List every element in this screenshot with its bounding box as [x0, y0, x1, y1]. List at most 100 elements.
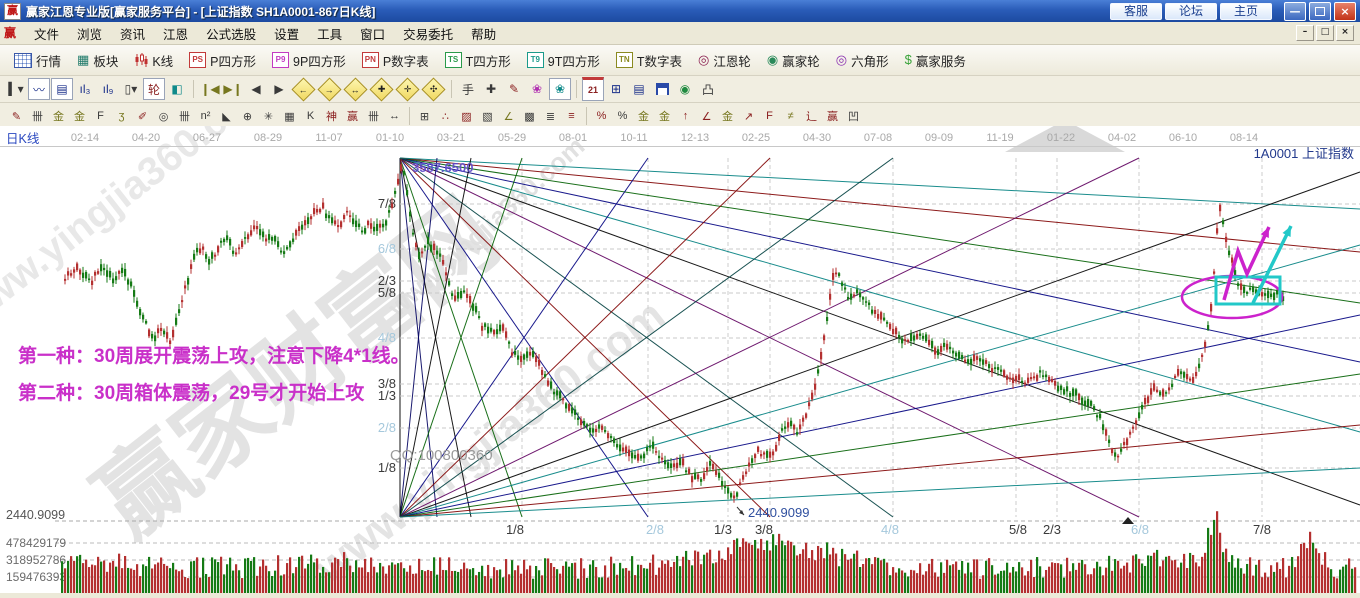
calculator-icon[interactable]: ⊞	[610, 82, 622, 96]
draw-tool-37-icon[interactable]: F	[766, 110, 773, 122]
pen-tool-icon[interactable]: ✎	[508, 82, 520, 96]
prev-icon[interactable]: ◀	[251, 82, 261, 96]
draw-tool-18-icon[interactable]: ↔	[389, 110, 400, 122]
customer-service-button[interactable]: 客服	[1110, 2, 1162, 20]
restore-button[interactable]	[1309, 1, 1331, 21]
close-button[interactable]: ×	[1334, 1, 1356, 21]
draw-tool-34-icon[interactable]: ∠	[701, 110, 712, 123]
menu-item-9[interactable]: 帮助	[471, 27, 497, 42]
toolbar-gann-wheel-button[interactable]: ◎ 江恩轮	[690, 47, 759, 74]
draw-tool-7-icon[interactable]: ◎	[158, 110, 169, 123]
draw-tool-33-icon[interactable]: ↑	[682, 110, 689, 122]
draw-tool-38-icon[interactable]: ≠	[787, 110, 794, 122]
draw-tool-27-icon[interactable]: ≡	[568, 110, 575, 122]
toolbar-blocks-button[interactable]: ▦ 板块	[69, 47, 126, 74]
menu-item-8[interactable]: 交易委托	[403, 27, 454, 42]
menu-item-3[interactable]: 江恩	[163, 27, 189, 42]
homepage-button[interactable]: 主页	[1220, 2, 1272, 20]
draw-tool-21-icon[interactable]: ∴	[442, 110, 449, 123]
expand-all-icon[interactable]: ✛	[395, 76, 420, 102]
first-page-icon[interactable]: ❙◀	[200, 82, 220, 96]
calendar-icon[interactable]: 21	[582, 77, 604, 101]
toolbar-p-square-button[interactable]: PS P四方形	[181, 47, 264, 74]
pattern-match-icon[interactable]: 〰	[28, 78, 50, 100]
menu-item-7[interactable]: 窗口	[360, 27, 386, 42]
draw-tool-35-icon[interactable]: 金	[722, 111, 733, 123]
min9-bars-icon[interactable]: ıl₉	[102, 82, 114, 96]
draw-tool-31-icon[interactable]: 金	[638, 111, 649, 123]
draw-tool-25-icon[interactable]: ▩	[524, 110, 535, 123]
draw-tool-10-icon[interactable]: ◣	[222, 110, 231, 123]
draw-tool-39-icon[interactable]: 辶	[806, 111, 817, 123]
draw-tool-4-icon[interactable]: F	[97, 110, 104, 122]
hand-tool-icon[interactable]: 手	[461, 82, 474, 97]
move-all-icon[interactable]: ✣	[421, 76, 446, 102]
toolbar-quote-grid-button[interactable]: 行情	[6, 47, 69, 74]
forum-button[interactable]: 论坛	[1165, 2, 1217, 20]
draw-tool-32-icon[interactable]: 金	[659, 111, 670, 123]
color-chart-icon[interactable]: ◧	[171, 82, 183, 96]
compress-icon[interactable]: ✚	[369, 76, 394, 102]
crosshair-icon[interactable]: ✚	[485, 82, 497, 96]
draw-tool-29-icon[interactable]: %	[596, 110, 607, 122]
draw-tool-17-icon[interactable]: 卌	[368, 111, 379, 123]
draw-tool-6-icon[interactable]: ✐	[137, 110, 148, 123]
draw-tool-11-icon[interactable]: ⊕	[242, 110, 253, 123]
kline-style-combo-icon[interactable]: ▍▾	[8, 82, 24, 96]
last-page-icon[interactable]: ▶❙	[223, 82, 243, 96]
draw-tool-5-icon[interactable]: ʒ	[118, 110, 125, 122]
toolbar-kline-button[interactable]: K线	[126, 47, 181, 74]
child-minimize-button[interactable]: –	[1296, 25, 1314, 41]
draw-tool-2-icon[interactable]: 金	[53, 111, 64, 123]
network-icon[interactable]: ◉	[679, 82, 691, 96]
draw-tool-1-icon[interactable]: 卌	[32, 111, 43, 123]
wheel-tool-icon[interactable]: 轮	[143, 78, 165, 100]
draw-tool-36-icon[interactable]: ↗	[743, 110, 754, 123]
draw-tool-3-icon[interactable]: 金	[74, 111, 85, 123]
candle-combo-icon[interactable]: ▯▾	[124, 82, 138, 96]
flower-tool-icon[interactable]: ❀	[531, 82, 543, 96]
menu-item-6[interactable]: 工具	[317, 27, 343, 42]
draw-tool-26-icon[interactable]: ≣	[545, 110, 556, 123]
save-icon[interactable]	[651, 78, 673, 100]
child-restore-button[interactable]: □	[1316, 25, 1334, 41]
draw-tool-13-icon[interactable]: ▦	[284, 110, 295, 123]
draw-tool-15-icon[interactable]: 神	[326, 111, 337, 123]
draw-tool-41-icon[interactable]: 凹	[848, 111, 859, 123]
toolbar-winner-wheel-button[interactable]: ◉ 赢家轮	[759, 47, 828, 74]
pan-left-icon[interactable]: ←	[291, 76, 316, 102]
min3-bars-icon[interactable]: ıl₃	[79, 82, 91, 96]
toolbar-t-square-button[interactable]: TS T四方形	[437, 47, 519, 74]
pan-right-icon[interactable]: →	[317, 76, 342, 102]
toolbar-hexagon-button[interactable]: ◎ 六角形	[828, 47, 897, 74]
child-close-button[interactable]: ×	[1336, 25, 1354, 41]
expand-h-icon[interactable]: ↔	[343, 76, 368, 102]
draw-tool-22-icon[interactable]: ▨	[461, 110, 472, 123]
menu-item-0[interactable]: 文件	[34, 27, 60, 42]
notes-icon[interactable]: ▤	[633, 82, 645, 96]
draw-tool-9-icon[interactable]: n²	[200, 110, 211, 122]
main-chart-canvas[interactable]: 赢家财富网www.yingjia360.comwww.yingjia360.co…	[0, 62, 1360, 593]
draw-tool-14-icon[interactable]: K	[306, 110, 315, 122]
minimize-button[interactable]: —	[1284, 1, 1306, 21]
toolbar-t-number-button[interactable]: TN T数字表	[608, 47, 690, 74]
flower-box-icon[interactable]: ❀	[549, 78, 571, 100]
draw-tool-20-icon[interactable]: ⊞	[419, 110, 430, 123]
toolbar-p-number-button[interactable]: PN P数字表	[354, 47, 437, 74]
draw-tool-0-icon[interactable]: ✎	[11, 110, 22, 123]
draw-tool-40-icon[interactable]: 赢	[827, 111, 838, 123]
draw-tool-30-icon[interactable]: %	[617, 110, 628, 122]
print-icon[interactable]: 凸	[701, 82, 714, 97]
draw-tool-24-icon[interactable]: ∠	[503, 110, 514, 123]
draw-tool-23-icon[interactable]: ▧	[482, 110, 493, 123]
draw-tool-8-icon[interactable]: 卌	[179, 111, 190, 123]
toolbar-ninep-square-button[interactable]: P9 9P四方形	[264, 47, 354, 74]
toolbar-ninet-square-button[interactable]: T9 9T四方形	[519, 47, 608, 74]
next-icon[interactable]: ▶	[274, 82, 284, 96]
draw-tool-12-icon[interactable]: ✳	[263, 110, 274, 123]
menu-item-1[interactable]: 浏览	[77, 27, 103, 42]
toolbar-winner-service-button[interactable]: $ 赢家服务	[897, 47, 974, 74]
draw-tool-16-icon[interactable]: 赢	[347, 111, 358, 123]
menu-item-5[interactable]: 设置	[274, 27, 300, 42]
info-panel-icon[interactable]: ▤	[51, 78, 73, 100]
